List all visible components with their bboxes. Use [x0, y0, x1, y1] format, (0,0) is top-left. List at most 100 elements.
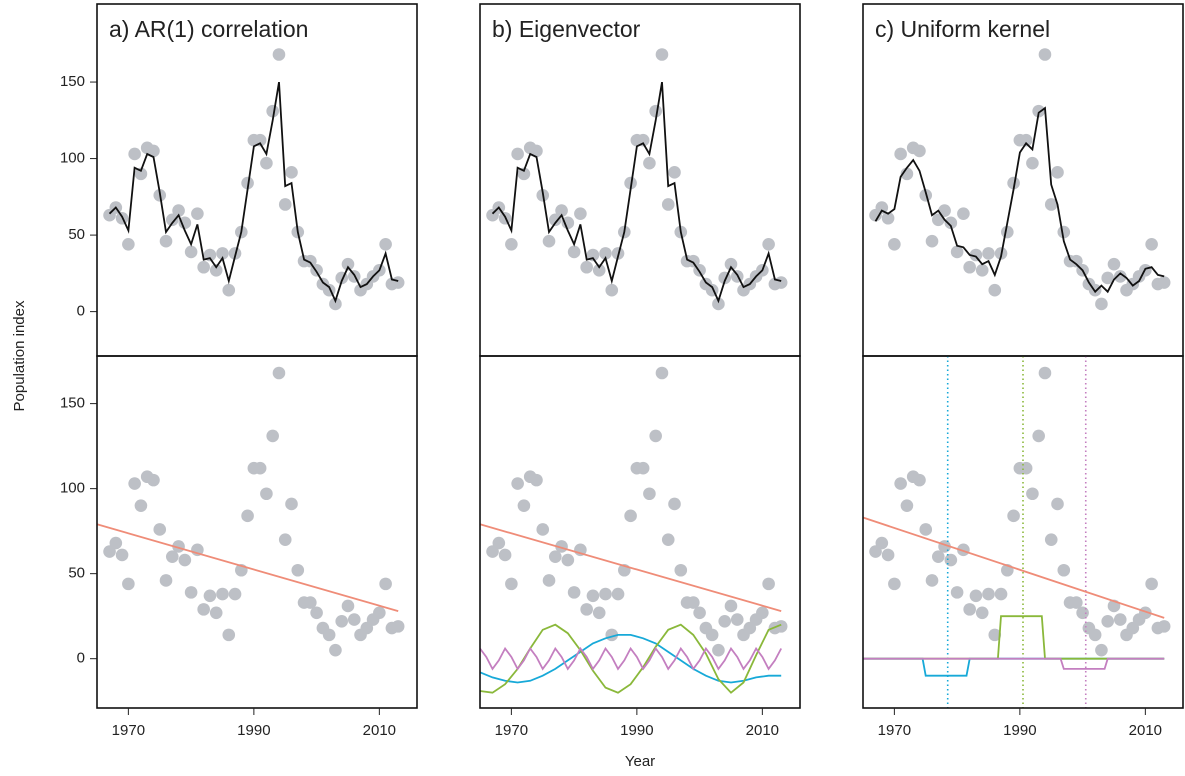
point	[291, 563, 305, 577]
point	[1095, 297, 1108, 311]
point	[875, 536, 889, 550]
panel-frame	[479, 355, 801, 709]
point	[969, 589, 983, 603]
point	[649, 429, 662, 443]
component-line	[479, 646, 782, 671]
trend-line	[862, 516, 1165, 619]
point	[165, 550, 179, 563]
point	[988, 283, 1002, 297]
point	[705, 628, 719, 642]
point	[530, 473, 543, 487]
point	[329, 643, 342, 657]
point	[153, 523, 167, 536]
point	[900, 499, 914, 512]
point	[498, 548, 512, 562]
point	[668, 497, 681, 511]
point	[982, 587, 995, 601]
point	[253, 133, 267, 147]
point	[128, 477, 141, 490]
point	[122, 577, 135, 591]
point	[913, 473, 926, 487]
point	[285, 497, 298, 511]
point	[944, 216, 958, 230]
point	[222, 283, 236, 297]
point	[774, 620, 788, 633]
x-tick-label: 2010	[363, 722, 396, 739]
point	[1038, 366, 1052, 380]
point	[1113, 613, 1127, 626]
point	[730, 613, 744, 626]
point	[687, 254, 700, 268]
point	[341, 599, 355, 613]
point	[567, 586, 581, 599]
point	[894, 477, 907, 490]
fitted-line	[874, 106, 1165, 294]
point	[253, 461, 267, 475]
point	[373, 606, 386, 620]
point	[260, 487, 273, 501]
point	[1101, 271, 1115, 285]
point	[511, 147, 524, 161]
y-tick-label: 100	[60, 150, 85, 167]
point	[191, 207, 204, 220]
point	[505, 237, 518, 251]
point	[178, 553, 192, 567]
point	[1070, 254, 1083, 268]
point	[988, 628, 1002, 642]
panel	[479, 3, 801, 357]
point	[925, 234, 939, 248]
y-tick-label: 150	[60, 395, 85, 412]
point	[391, 276, 405, 289]
x-tick-label: 2010	[1129, 722, 1162, 739]
point	[272, 366, 286, 380]
trend-line	[96, 523, 399, 612]
point	[555, 204, 568, 217]
x-tick-label: 1970	[878, 722, 911, 739]
point	[724, 599, 738, 613]
panel-frame	[96, 3, 418, 357]
point	[655, 366, 669, 380]
point	[718, 614, 732, 628]
point	[241, 509, 254, 523]
point	[322, 628, 336, 642]
point	[661, 198, 675, 211]
point	[159, 234, 173, 248]
point	[347, 613, 361, 626]
panel-frame	[479, 3, 801, 357]
point	[197, 603, 210, 616]
y-tick-label: 100	[60, 480, 85, 497]
point	[197, 260, 210, 274]
point	[982, 247, 995, 260]
point	[122, 237, 135, 251]
point	[1157, 620, 1171, 633]
point	[1007, 176, 1020, 190]
point	[599, 247, 612, 260]
point	[536, 523, 550, 536]
point	[285, 166, 298, 179]
point	[599, 587, 612, 601]
point	[957, 207, 970, 220]
point	[1032, 429, 1045, 443]
panel-frame	[96, 355, 418, 709]
point	[517, 167, 531, 181]
point	[209, 263, 223, 277]
point	[762, 237, 775, 251]
point	[580, 603, 593, 616]
point	[1026, 487, 1039, 501]
point	[379, 237, 392, 251]
point	[379, 577, 392, 591]
point	[592, 263, 606, 277]
point	[567, 245, 581, 259]
point	[944, 553, 958, 567]
point	[950, 586, 964, 599]
point	[1057, 225, 1071, 239]
y-tick-label: 50	[68, 226, 85, 243]
point	[165, 213, 179, 227]
point	[756, 606, 769, 620]
y-tick-label: 150	[60, 73, 85, 90]
point	[241, 176, 254, 190]
point	[881, 548, 895, 562]
point	[492, 536, 506, 550]
